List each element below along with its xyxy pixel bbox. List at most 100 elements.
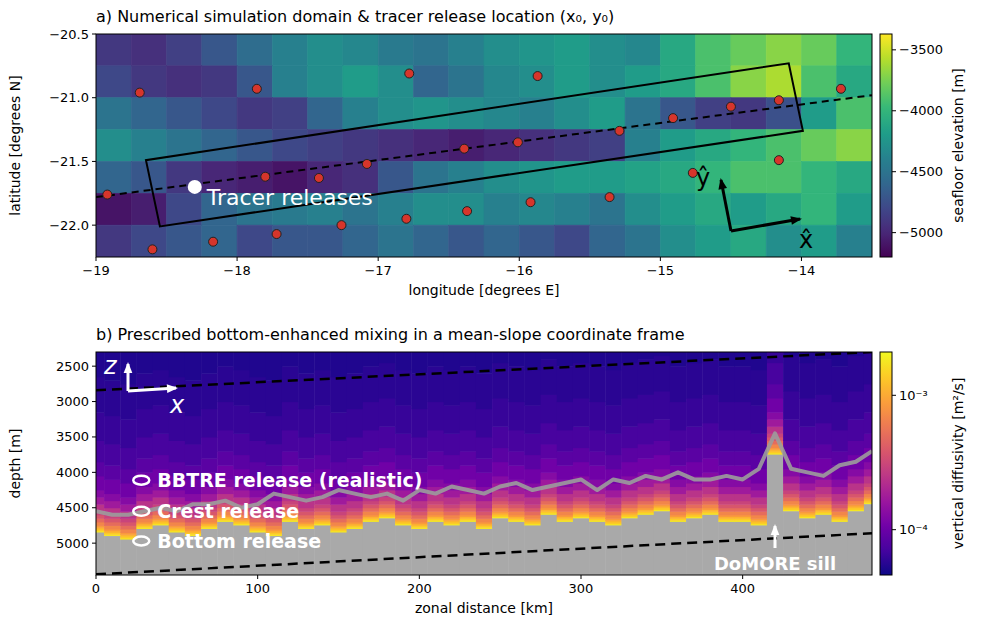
bathymetry-cell: [837, 34, 872, 66]
diffusivity-cell: [832, 366, 849, 402]
diffusivity-cell: [799, 483, 816, 491]
diffusivity-cell: [686, 426, 703, 448]
bathymetry-cell: [202, 130, 237, 162]
diffusivity-cell: [654, 455, 671, 470]
x-tick-label: 300: [569, 581, 594, 596]
diffusivity-cell: [427, 465, 444, 480]
bathymetry-cell: [237, 34, 272, 66]
diffusivity-cell: [136, 494, 153, 502]
x-tick: [96, 575, 97, 579]
diffusivity-cell: [185, 352, 202, 381]
diffusivity-cell: [314, 504, 331, 508]
figure: Tracer releasesx̂ŷ−19−18−17−16−15−14−20.…: [0, 0, 983, 623]
bathymetry-cell: [167, 34, 202, 66]
diffusivity-cell: [702, 501, 719, 505]
bathymetry-cell: [696, 98, 731, 130]
bathymetry-cell: [96, 34, 131, 66]
diffusivity-cell: [330, 504, 347, 512]
bathymetry-cell: [555, 98, 590, 130]
bathymetry-cell: [660, 130, 695, 162]
diffusivity-cell: [104, 479, 121, 494]
x-tick-label: 200: [407, 581, 432, 596]
diffusivity-cell: [395, 455, 412, 470]
diffusivity-cell: [621, 501, 638, 505]
diffusivity-cell: [330, 515, 347, 519]
diffusivity-cell: [460, 430, 477, 452]
release-marker: [133, 507, 149, 516]
panel-title: a) Numerical simulation domain & tracer …: [96, 7, 614, 26]
diffusivity-cell: [476, 515, 493, 519]
diffusivity-cell: [605, 508, 622, 512]
diffusivity-cell: [864, 490, 872, 494]
diffusivity-cell: [136, 352, 153, 374]
diffusivity-cell: [702, 359, 719, 395]
diffusivity-cell: [799, 352, 816, 363]
diffusivity-cell: [832, 430, 849, 452]
diffusivity-cell: [832, 494, 849, 502]
diffusivity-cell: [864, 433, 872, 448]
diffusivity-cell: [120, 483, 137, 498]
bathymetry-cell: [766, 225, 801, 257]
diffusivity-cell: [347, 518, 364, 522]
tracer-release-label: Tracer releases: [206, 185, 373, 210]
diffusivity-cell: [832, 504, 849, 508]
bathymetry-cell: [237, 98, 272, 130]
diffusivity-cell: [589, 366, 606, 402]
bathymetry-cell: [308, 34, 343, 66]
diffusivity-cell: [201, 373, 218, 409]
diffusivity-cell: [120, 529, 137, 533]
diffusivity-cell: [638, 501, 655, 505]
plot-frame: [96, 34, 872, 257]
bathymetry-cell: [272, 225, 307, 257]
diffusivity-cell: [508, 504, 525, 508]
mooring-marker: [135, 88, 144, 97]
bathymetry-cell: [660, 98, 695, 130]
diffusivity-cell: [573, 448, 590, 463]
diffusivity-cell: [815, 504, 832, 508]
bathymetry-cell: [519, 34, 554, 66]
diffusivity-cell: [638, 394, 655, 423]
y-tick-label: 4500: [56, 500, 89, 515]
diffusivity-cell: [524, 433, 541, 455]
diffusivity-cell: [589, 504, 606, 508]
x-tick: [519, 257, 520, 261]
diffusivity-cell: [330, 440, 347, 462]
diffusivity-cell: [233, 370, 250, 406]
diffusivity-cell: [476, 501, 493, 509]
bathymetry-cell: [96, 193, 131, 225]
diffusivity-cell: [735, 508, 752, 512]
diffusivity-cell: [524, 370, 541, 406]
diffusivity-cell: [314, 511, 331, 515]
seafloor: [363, 522, 380, 575]
diffusivity-cell: [96, 462, 105, 477]
diffusivity-cell: [686, 490, 703, 498]
seafloor: [444, 525, 461, 575]
diffusivity-cell: [120, 419, 137, 448]
bathymetry-cell: [731, 98, 766, 130]
x-tick: [581, 575, 582, 579]
x-tick-label: −17: [364, 263, 391, 278]
bathymetry-cell: [837, 193, 872, 225]
diffusivity-cell: [411, 352, 428, 374]
diffusivity-cell: [799, 497, 816, 501]
diffusivity-cell: [185, 525, 202, 529]
arrow-head: [124, 362, 133, 373]
seafloor: [573, 518, 590, 575]
plot-area-a: [96, 34, 872, 257]
diffusivity-cell: [686, 363, 703, 399]
mean-slope-line: [96, 352, 872, 390]
diffusivity-cell: [686, 462, 703, 477]
release-label: BBTRE release (realistic): [157, 469, 422, 491]
diffusivity-cell: [266, 352, 283, 381]
x-tick: [742, 575, 743, 579]
mooring-marker: [337, 221, 346, 230]
diffusivity-cell: [379, 426, 396, 448]
mooring-marker: [362, 159, 371, 168]
diffusivity-cell: [605, 455, 622, 470]
diffusivity-cell: [444, 352, 461, 370]
bathymetry-cell: [696, 66, 731, 98]
diffusivity-cell: [492, 448, 509, 463]
diffusivity-cell: [557, 451, 574, 466]
diffusivity-cell: [330, 497, 347, 505]
diffusivity-cell: [605, 370, 622, 406]
